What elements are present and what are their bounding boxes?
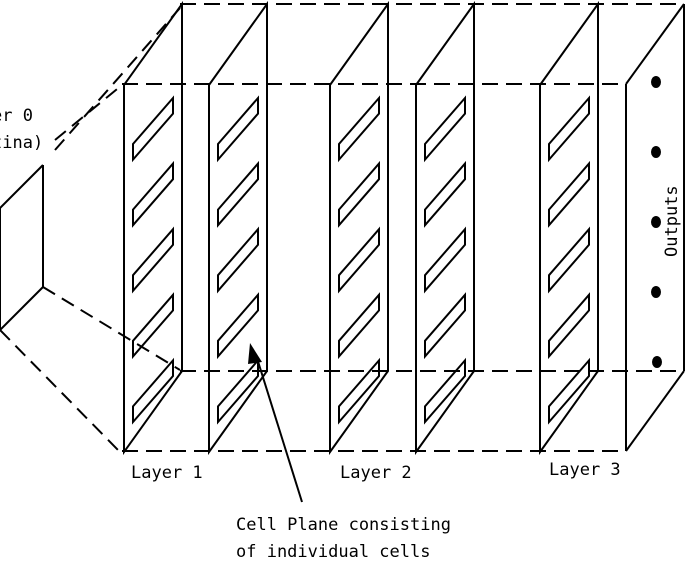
cell-plane — [424, 95, 466, 163]
cell-plane — [338, 160, 380, 228]
cell-plane — [217, 357, 259, 425]
layer-0-retina — [0, 7, 181, 453]
layer-2-label: Layer 2 — [340, 463, 412, 483]
network-frame — [122, 3, 684, 452]
cell-plane — [548, 95, 590, 163]
cell-plane — [548, 160, 590, 228]
layer-slab — [123, 0, 183, 456]
cell-plane — [132, 160, 174, 228]
retina-label: tina) — [0, 133, 44, 153]
cell-plane — [424, 226, 466, 294]
callout-text-line-2: of individual cells — [236, 542, 431, 562]
cell-plane — [132, 292, 174, 360]
layer-column — [208, 0, 268, 456]
output-dots — [651, 76, 662, 368]
output-dot — [651, 286, 661, 298]
callout-arrow — [248, 343, 303, 503]
cell-plane — [132, 357, 174, 425]
layer-0-label: er 0 — [0, 106, 33, 126]
output-block — [625, 3, 685, 452]
output-dot — [651, 146, 661, 158]
layer-3-label: Layer 3 — [549, 460, 621, 480]
cell-plane — [548, 292, 590, 360]
cell-plane — [548, 357, 590, 425]
cell-plane — [217, 226, 259, 294]
cell-plane — [217, 160, 259, 228]
cell-plane — [217, 95, 259, 163]
layer-column — [123, 0, 183, 456]
layer-column — [329, 0, 389, 456]
cell-plane — [424, 357, 466, 425]
cell-plane — [424, 160, 466, 228]
layer-slab — [208, 0, 268, 456]
layer-column — [539, 0, 599, 456]
output-dot — [651, 216, 661, 228]
cell-plane — [338, 226, 380, 294]
cell-plane — [424, 292, 466, 360]
cell-plane — [132, 95, 174, 163]
layer-slab — [415, 0, 475, 456]
output-dot — [652, 356, 662, 368]
cell-plane-columns — [123, 0, 599, 456]
layer-1-label: Layer 1 — [131, 463, 203, 483]
output-dot — [651, 76, 661, 88]
cell-plane — [548, 226, 590, 294]
cell-plane — [338, 357, 380, 425]
outputs-label: Outputs — [662, 185, 682, 257]
cell-plane — [338, 95, 380, 163]
layer-slab — [539, 0, 599, 456]
layer-column — [415, 0, 475, 456]
cell-plane — [217, 292, 259, 360]
cell-plane — [338, 292, 380, 360]
layer-slab — [329, 0, 389, 456]
callout-text-line-1: Cell Plane consisting — [236, 515, 451, 535]
cell-plane — [132, 226, 174, 294]
